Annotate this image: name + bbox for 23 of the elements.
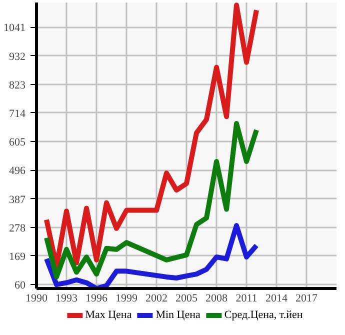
legend-label: Min Цена <box>156 309 200 321</box>
x-tick-label: 1996 <box>86 292 108 304</box>
x-tick-label: 2005 <box>176 292 198 304</box>
x-tick-label: 2011 <box>236 292 258 304</box>
y-tick-label: 714 <box>9 108 26 120</box>
y-tick-label: 169 <box>9 250 26 263</box>
y-tick-label: 278 <box>9 222 26 234</box>
y-tick-label: 823 <box>9 79 26 92</box>
legend-label: Сред.Цена, т.йен <box>224 309 303 321</box>
x-tick-label: 2017 <box>296 292 318 304</box>
x-tick-label: 1990 <box>26 292 48 304</box>
y-tick-label: 60 <box>14 280 26 292</box>
y-tick-label: 932 <box>9 50 26 63</box>
x-tick-label: 1999 <box>116 292 138 304</box>
x-tick-label: 2008 <box>206 292 228 304</box>
x-tick-label: 1993 <box>56 292 78 304</box>
x-tick-label: 2014 <box>266 292 288 304</box>
y-tick-label: 1041 <box>4 22 26 34</box>
legend-label: Max Цена <box>85 309 132 321</box>
y-tick-label: 496 <box>9 165 26 178</box>
y-tick-label: 605 <box>9 136 26 149</box>
y-tick-label: 387 <box>9 194 26 206</box>
x-tick-label: 2002 <box>146 292 168 304</box>
